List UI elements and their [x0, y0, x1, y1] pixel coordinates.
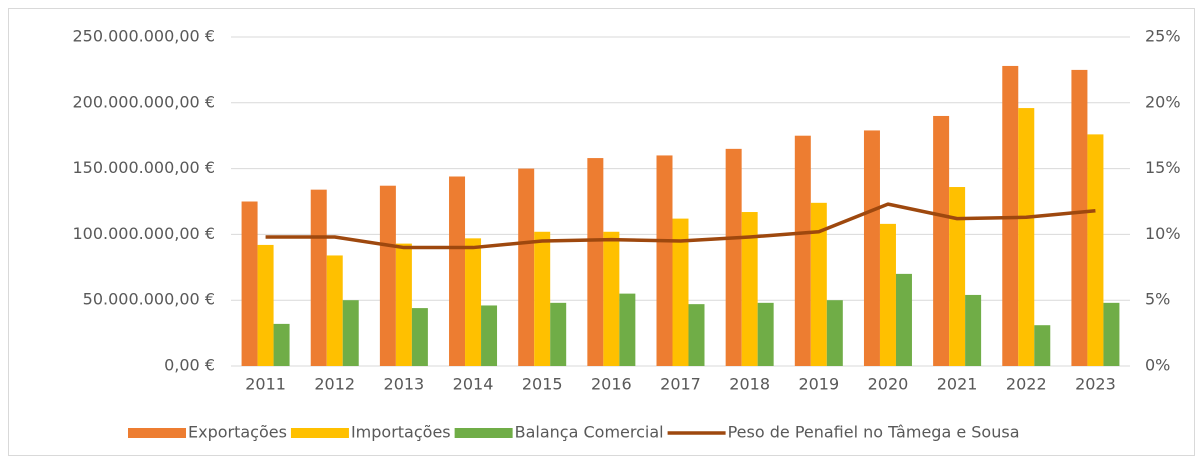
bar: [656, 155, 673, 366]
bar: [619, 293, 636, 366]
x-tick-label: 2019: [798, 375, 839, 394]
y2-tick-label: 0%: [1145, 356, 1170, 375]
bar: [481, 305, 498, 366]
y2-tick-label: 10%: [1145, 224, 1181, 243]
legend-swatch: [290, 428, 349, 438]
bar: [1103, 302, 1120, 366]
legend-label: Importações: [351, 423, 451, 442]
y2-tick-label: 25%: [1145, 27, 1181, 46]
y2-tick-label: 20%: [1145, 92, 1181, 111]
bar: [241, 201, 258, 366]
bar: [379, 185, 396, 366]
x-tick-label: 2022: [1006, 375, 1047, 394]
bar: [965, 294, 982, 366]
legend-swatch: [454, 428, 513, 438]
x-tick-label: 2011: [245, 375, 286, 394]
bar: [1087, 134, 1104, 366]
y2-tick-label: 5%: [1145, 290, 1170, 309]
bar: [949, 187, 966, 366]
bar: [725, 148, 742, 366]
bar: [863, 130, 880, 366]
bar: [395, 243, 412, 366]
bar: [342, 300, 359, 366]
bar: [1034, 325, 1051, 366]
bar: [518, 168, 535, 366]
x-tick-label: 2017: [660, 375, 701, 394]
bar: [257, 244, 274, 366]
y2-tick-label: 15%: [1145, 158, 1181, 177]
x-tick-label: 2016: [591, 375, 632, 394]
bar: [672, 218, 689, 366]
legend-label: Balança Comercial: [515, 423, 664, 442]
bar: [810, 202, 827, 366]
bar: [411, 308, 428, 366]
x-tick-label: 2023: [1075, 375, 1116, 394]
bar: [534, 231, 551, 366]
legend-label: Exportações: [188, 423, 287, 442]
bar: [794, 135, 811, 366]
bar: [1071, 69, 1088, 367]
x-tick-label: 2014: [453, 375, 494, 394]
x-tick-label: 2012: [314, 375, 355, 394]
x-tick-label: 2021: [937, 375, 978, 394]
bar: [688, 304, 705, 366]
bar: [757, 302, 774, 366]
bar: [826, 300, 843, 366]
y-tick-label: 250.000.000,00 €: [73, 27, 216, 46]
bar: [310, 189, 327, 366]
x-tick-label: 2020: [868, 375, 909, 394]
bar: [465, 238, 482, 366]
bar: [879, 223, 896, 366]
y-tick-label: 200.000.000,00 €: [73, 92, 216, 111]
legend-label: Peso de Penafiel no Tâmega e Sousa: [728, 423, 1020, 442]
x-tick-label: 2013: [384, 375, 425, 394]
bar: [741, 212, 758, 366]
bar: [603, 231, 620, 366]
y-tick-label: 100.000.000,00 €: [73, 224, 216, 243]
bar: [550, 302, 567, 366]
y-tick-label: 150.000.000,00 €: [73, 158, 216, 177]
x-tick-label: 2018: [729, 375, 770, 394]
line-series: [265, 202, 1096, 250]
y-tick-label: 0,00 €: [164, 356, 215, 375]
legend-swatch: [128, 428, 186, 438]
bar: [273, 323, 290, 366]
bar: [1018, 108, 1035, 367]
y-tick-label: 50.000.000,00 €: [83, 290, 215, 309]
bar: [933, 115, 950, 367]
bar: [449, 176, 466, 366]
bar: [895, 273, 912, 366]
bar: [326, 255, 343, 366]
x-tick-label: 2015: [522, 375, 563, 394]
bar: [587, 158, 604, 366]
